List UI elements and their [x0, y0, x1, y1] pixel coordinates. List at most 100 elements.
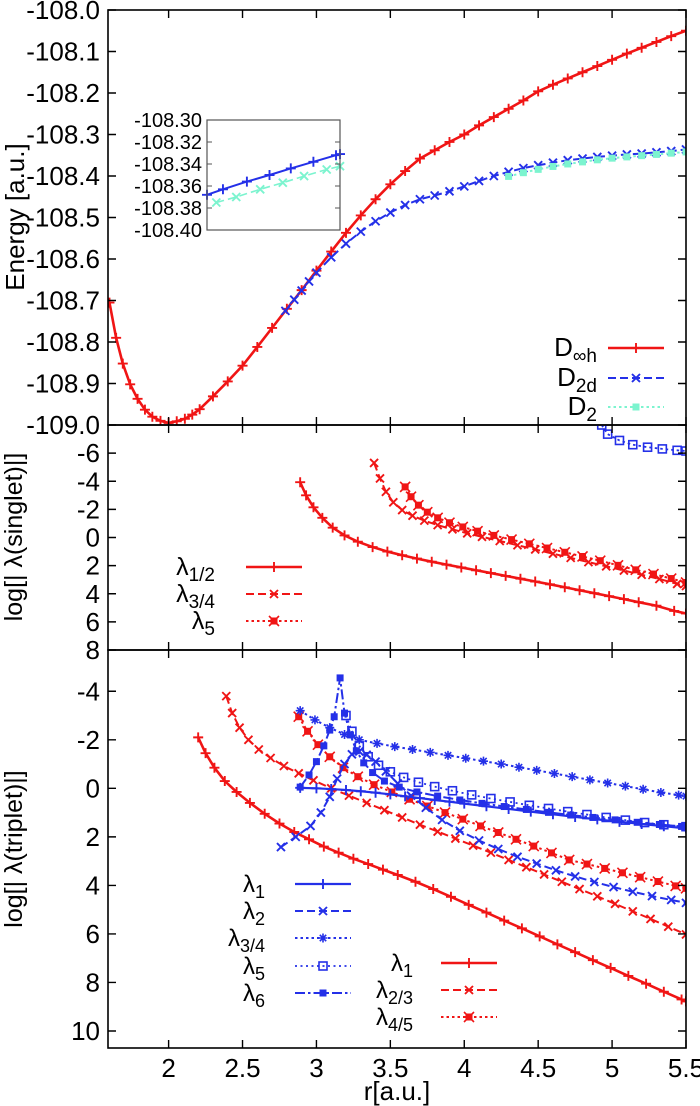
marker-filled-square [490, 531, 498, 539]
marker-plus [187, 409, 198, 420]
marker-plus [666, 31, 677, 42]
marker-cross [234, 722, 245, 733]
marker-plus [518, 95, 529, 106]
marker-open-square [373, 760, 384, 771]
marker-filled-square [530, 842, 538, 850]
marker-cross [489, 171, 499, 181]
marker-plus [474, 120, 485, 131]
marker-plus [459, 798, 470, 809]
marker-cross [407, 511, 418, 521]
marker-plus [631, 343, 641, 353]
marker-cross [421, 803, 431, 813]
marker-plus [552, 939, 563, 950]
marker-filled-square [434, 514, 442, 522]
x-tick-label: 4.5 [520, 1053, 556, 1083]
marker-filled-square [512, 835, 520, 843]
marker-plus [367, 542, 378, 553]
marker-open-square [620, 815, 631, 825]
x-axis-label: r[a.u.] [364, 1076, 430, 1106]
legend-label-blue_l1: λ1 [243, 871, 265, 902]
marker-open-square [318, 961, 328, 971]
marker-filled-square [330, 713, 338, 721]
marker-open-square [447, 785, 458, 796]
marker-open-square [466, 790, 477, 800]
marker-cross [592, 891, 602, 901]
marker-star [549, 769, 559, 779]
marker-star [390, 742, 400, 752]
marker-cross [356, 226, 366, 237]
marker-cross [332, 773, 342, 784]
marker-cross [276, 842, 286, 852]
marker-filled-square [547, 849, 555, 857]
series-blue_l5-markers [341, 710, 686, 832]
marker-cross [269, 589, 279, 599]
series-lambda5-markers [399, 481, 686, 589]
marker-filled-square [632, 566, 640, 574]
marker-plus [525, 806, 536, 817]
curves-energy [108, 25, 686, 425]
marker-open-square [505, 797, 515, 807]
marker-plus [295, 782, 306, 793]
marker-filled-square [672, 882, 680, 890]
marker-cross [462, 528, 472, 538]
marker-plus [209, 762, 220, 773]
series-Dinfh-line [108, 29, 686, 425]
marker-plus [308, 502, 319, 513]
y-axis-label: log[| λ(singlet)|] [0, 453, 28, 622]
marker-filled-square [649, 570, 657, 578]
inset-border [206, 119, 341, 231]
marker-plus [111, 332, 122, 343]
marker-cross [432, 826, 443, 837]
marker-filled-square [596, 557, 604, 565]
marker-plus [237, 360, 248, 371]
marker-filled-square [589, 813, 597, 821]
y-tick-label: -108.0 [26, 0, 100, 25]
marker-plus [308, 156, 319, 167]
marker-filled-square [312, 758, 320, 766]
marker-star [620, 781, 630, 791]
marker-plus [244, 797, 255, 808]
marker-plus [285, 163, 296, 174]
y-tick-label: 4 [86, 579, 100, 609]
marker-plus [500, 570, 511, 581]
marker-cross [280, 306, 291, 316]
marker-cross [294, 768, 304, 778]
marker-filled-square [477, 822, 485, 830]
marker-filled-square [682, 823, 686, 831]
marker-plus [400, 166, 411, 177]
marker-cross [370, 216, 381, 226]
series-D2-markers [505, 148, 686, 180]
marker-plus [681, 608, 686, 619]
marker-filled-square [388, 788, 396, 796]
marker-plus [429, 145, 440, 156]
inset-y-tick-label: -108.40 [134, 220, 202, 242]
marker-filled-square [270, 617, 278, 625]
curves-singlet [295, 425, 686, 619]
marker-plus [459, 129, 470, 140]
series-blue_l2-line [280, 750, 686, 904]
marker-plus [400, 791, 411, 802]
marker-cross [551, 865, 561, 876]
marker-plus [385, 789, 396, 800]
marker-plus [574, 585, 585, 596]
y-tick-label: 4 [86, 870, 100, 900]
marker-filled-square [534, 165, 542, 173]
marker-plus [363, 859, 374, 870]
marker-cross [381, 487, 391, 497]
marker-filled-square [608, 154, 616, 162]
marker-filled-square [423, 508, 431, 516]
marker-filled-square [305, 771, 313, 779]
marker-cross [375, 473, 385, 484]
marker-star [443, 750, 453, 760]
marker-plus [499, 915, 510, 926]
marker-cross [304, 276, 314, 287]
x-axis: 2 2.5 3 3.5 4 4.5 5 5.5 r[a.u.] [161, 1053, 700, 1106]
y-tick-label: -2 [77, 494, 100, 524]
marker-plus [658, 986, 669, 997]
marker-open-square [672, 445, 682, 456]
marker-plus [651, 36, 662, 47]
marker-plus [428, 884, 439, 895]
